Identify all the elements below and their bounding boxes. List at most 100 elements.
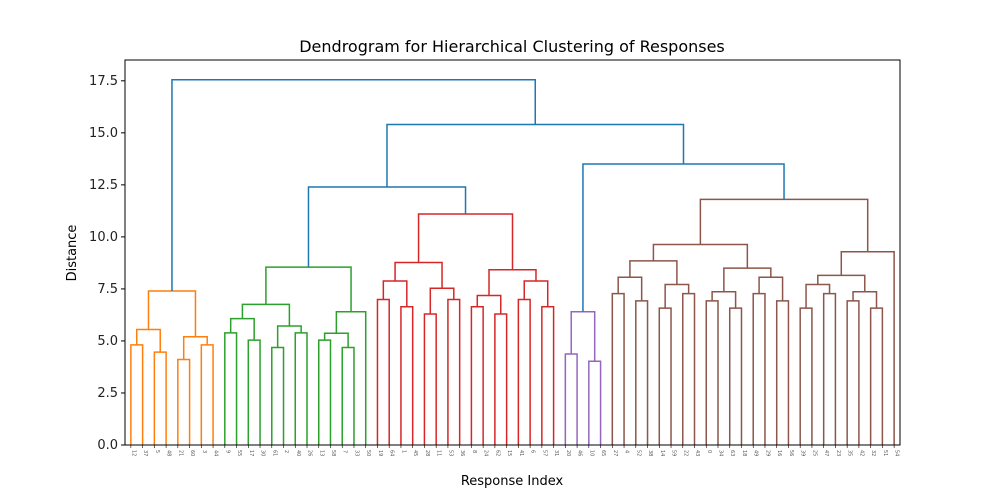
cluster-1-link bbox=[200, 344, 214, 445]
y-tick-label: 2.5 bbox=[97, 386, 118, 401]
x-axis-label: Response Index bbox=[461, 474, 564, 489]
leaf-label: 29 bbox=[764, 450, 770, 456]
cluster-5-link bbox=[629, 260, 678, 285]
leaf-label: 12 bbox=[130, 450, 136, 456]
leaf-label: 61 bbox=[271, 450, 277, 456]
cluster-2-link bbox=[318, 339, 332, 445]
cluster-5-link bbox=[635, 300, 649, 445]
cluster-5-link bbox=[758, 276, 784, 301]
cluster-5-link bbox=[846, 300, 860, 445]
dendrogram-links bbox=[130, 79, 895, 445]
leaf-label: 9 bbox=[224, 450, 230, 453]
leaf-label: 23 bbox=[835, 450, 841, 456]
leaf-label: 37 bbox=[142, 450, 148, 456]
leaf-label: 59 bbox=[671, 450, 677, 456]
leaf-label: 18 bbox=[741, 450, 747, 456]
cluster-3-link bbox=[376, 298, 390, 445]
leaf-label: 51 bbox=[882, 450, 888, 456]
leaf-label: 2 bbox=[283, 450, 289, 453]
leaf-label: 6 bbox=[530, 450, 536, 453]
cluster-5-link bbox=[682, 292, 696, 445]
leaf-label: 20 bbox=[565, 450, 571, 456]
leaf-label: 58 bbox=[330, 450, 336, 456]
leaf-label: 50 bbox=[365, 450, 371, 456]
cluster-5-link bbox=[723, 267, 772, 292]
cluster-4-link bbox=[588, 360, 602, 445]
leaf-label: 41 bbox=[518, 450, 524, 456]
cluster-5-link bbox=[664, 283, 690, 309]
y-tick-label: 0.0 bbox=[97, 438, 118, 453]
cluster-2-link bbox=[241, 303, 291, 326]
cluster-2-link bbox=[247, 339, 261, 445]
leaf-label: 45 bbox=[412, 450, 418, 456]
leaf-label: 43 bbox=[694, 450, 700, 456]
cluster-3-link bbox=[470, 306, 484, 445]
leaf-label: 47 bbox=[823, 450, 829, 456]
leaf-label: 46 bbox=[577, 450, 583, 456]
leaf-label: 40 bbox=[295, 450, 301, 456]
leaf-label: 5 bbox=[154, 450, 160, 453]
y-axis-label: Distance bbox=[65, 225, 80, 282]
cluster-2-link bbox=[323, 332, 349, 348]
leaf-label: 17 bbox=[248, 450, 254, 456]
cluster-3-link bbox=[494, 313, 508, 445]
plot-frame bbox=[124, 59, 901, 446]
leaf-label: 33 bbox=[353, 450, 359, 456]
leaf-label: 36 bbox=[459, 450, 465, 456]
cluster-5-link bbox=[752, 292, 766, 445]
leaf-label: 63 bbox=[729, 450, 735, 456]
leaf-label: 56 bbox=[788, 450, 794, 456]
leaf-label: 62 bbox=[494, 450, 500, 456]
leaf-label: 38 bbox=[647, 450, 653, 456]
cluster-5-link bbox=[799, 307, 813, 445]
y-tick-label: 5.0 bbox=[97, 334, 118, 349]
cluster-3-link bbox=[476, 294, 502, 315]
leaf-label: 3 bbox=[201, 450, 207, 453]
leaf-label: 55 bbox=[236, 450, 242, 456]
leaf-label: 39 bbox=[800, 450, 806, 456]
top-merge-link bbox=[386, 123, 685, 187]
y-axis: 0.0 2.5 5.0 7.5 10.0 12.5 15.0 17.5 bbox=[89, 74, 125, 453]
leaf-label: 25 bbox=[811, 450, 817, 456]
leaf-label: 4 bbox=[624, 450, 630, 453]
cluster-3-link bbox=[517, 298, 531, 445]
cluster-2-link bbox=[224, 332, 238, 445]
y-tick-label: 7.5 bbox=[97, 282, 118, 297]
leaf-label: 48 bbox=[166, 450, 172, 456]
cluster-3-link bbox=[523, 280, 549, 307]
cluster-1-link bbox=[153, 351, 167, 445]
cluster-2-link bbox=[276, 325, 302, 348]
leaf-label: 60 bbox=[189, 450, 195, 456]
leaf-label: 13 bbox=[318, 450, 324, 456]
leaf-label: 49 bbox=[753, 450, 759, 456]
cluster-2-link bbox=[229, 317, 255, 341]
y-tick-label: 17.5 bbox=[89, 74, 118, 89]
cluster-1-link bbox=[130, 344, 144, 445]
cluster-4-link bbox=[564, 353, 578, 445]
leaf-label: 65 bbox=[600, 450, 606, 456]
cluster-2-link bbox=[265, 266, 352, 312]
cluster-1-link bbox=[182, 336, 208, 360]
leaf-label: 14 bbox=[659, 450, 665, 456]
cluster-5-link bbox=[775, 300, 790, 445]
leaf-label: 27 bbox=[612, 450, 618, 456]
y-tick-label: 15.0 bbox=[89, 126, 118, 141]
leaf-label: 35 bbox=[847, 450, 853, 456]
cluster-1-link bbox=[135, 328, 161, 353]
leaf-label: 57 bbox=[541, 450, 547, 456]
cluster-3-link bbox=[488, 269, 537, 296]
cluster-5-link bbox=[705, 300, 719, 445]
cluster-5-link bbox=[805, 283, 831, 309]
top-merge-link bbox=[171, 79, 537, 291]
leaf-label: 32 bbox=[870, 450, 876, 456]
cluster-5-link bbox=[652, 243, 749, 269]
cluster-2-link bbox=[335, 310, 367, 445]
cluster-3-link bbox=[394, 261, 443, 289]
leaf-label: 10 bbox=[588, 450, 594, 456]
leaf-label: 16 bbox=[776, 450, 782, 456]
cluster-3-link bbox=[382, 280, 408, 307]
cluster-5-link bbox=[840, 250, 895, 445]
leaf-label: 42 bbox=[858, 450, 864, 456]
cluster-3-link bbox=[447, 298, 461, 445]
